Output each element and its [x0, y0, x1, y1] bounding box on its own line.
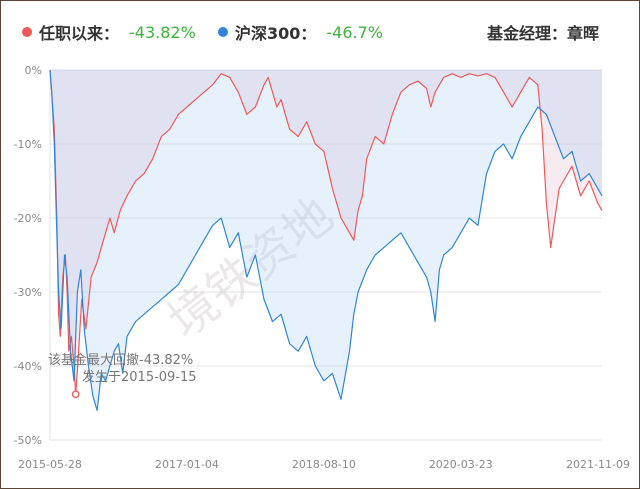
y-tick-label: -30% — [14, 286, 42, 299]
y-tick-label: -10% — [14, 138, 42, 151]
y-axis-ticks: 0% -10% -20% -30% -40% -50% — [14, 64, 42, 447]
grid-lines — [49, 69, 602, 441]
max-drawdown-marker — [71, 390, 80, 399]
x-tick-label: 2015-05-28 — [18, 458, 82, 471]
legend-fund[interactable]: 任职以来： -43.82% — [22, 20, 196, 44]
legend-index-marker — [218, 27, 228, 37]
drawdown-annotation-line1: 该基金最大回撤-43.82% — [48, 352, 193, 368]
y-tick-label: -40% — [14, 360, 42, 373]
legend-fund-value: -43.82% — [129, 22, 196, 42]
area-fills — [50, 70, 602, 411]
legend-index[interactable]: 沪深300： -46.7% — [218, 20, 383, 44]
drawdown-annotation-line2: 发生于2015-09-15 — [82, 369, 197, 385]
x-tick-label: 2017-01-04 — [155, 458, 219, 471]
legend-fund-label: 任职以来： — [39, 24, 120, 43]
fund-manager-label: 基金经理：章晖 — [487, 24, 600, 43]
y-tick-label: -20% — [14, 212, 42, 225]
drawdown-marker-group — [71, 390, 80, 399]
series-area-2 — [50, 70, 602, 411]
y-tick-label: -50% — [14, 434, 42, 447]
x-tick-label: 2021-11-09 — [566, 458, 630, 471]
legend-fund-marker — [22, 27, 32, 37]
x-tick-label: 2018-08-10 — [292, 458, 356, 471]
series-area-1 — [50, 70, 602, 395]
x-axis-ticks: 2015-05-28 2017-01-04 2018-08-10 2020-03-23… — [18, 458, 630, 471]
series-lines — [49, 69, 603, 411]
y-tick-label: 0% — [25, 64, 42, 77]
series-line-1 — [49, 69, 603, 395]
series-line-2 — [49, 69, 603, 411]
legend-index-label: 沪深300： — [235, 24, 317, 43]
x-tick-label: 2020-03-23 — [429, 458, 493, 471]
legend-index-value: -46.7% — [326, 22, 384, 42]
